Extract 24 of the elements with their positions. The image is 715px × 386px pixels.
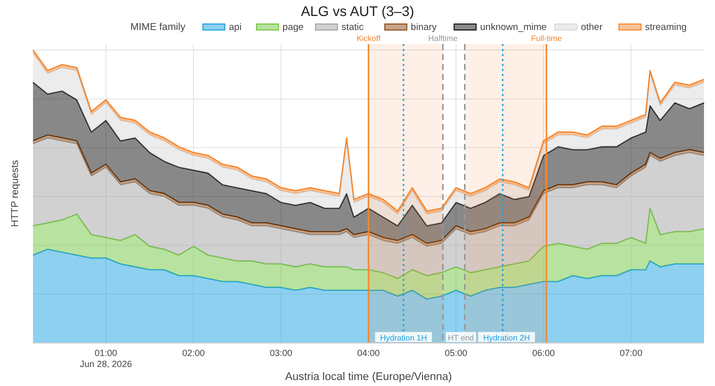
x-tick-label: 02:00	[182, 348, 205, 358]
x-tick-label: 07:00	[620, 348, 642, 358]
ref-line-label: HT end	[448, 334, 474, 342]
ref-line-label: Hydration 1H	[380, 334, 428, 342]
legend-label: other	[580, 22, 603, 33]
x-tick-label: 01:00 Jun 28, 2026	[80, 348, 132, 369]
legend-label: static	[341, 22, 364, 33]
legend-label: api	[228, 22, 242, 33]
x-tick-label: 04:00	[357, 348, 380, 358]
x-tick-label: 06:00	[532, 348, 555, 358]
ref-line-label: Hydration 2H	[483, 334, 530, 342]
ref-line-label: Kickoff	[356, 34, 382, 43]
x-tick-label: 05:00	[444, 348, 468, 358]
legend-label: page	[282, 22, 304, 33]
ref-line-label: Halftime	[428, 34, 458, 43]
legend-label: unknown_mime	[480, 22, 547, 33]
legend-title: MIME family	[130, 22, 186, 33]
y-axis-title: HTTP requests	[10, 160, 21, 228]
legend-label: streaming	[644, 22, 687, 33]
ref-line-label: Full-time	[531, 34, 562, 43]
x-tick-label: 03:00	[270, 348, 292, 358]
chart-title: ALG vs AUT (3–3)	[300, 3, 414, 19]
legend-label: binary	[410, 22, 437, 33]
x-axis-title: Austria local time (Europe/Vienna)	[285, 371, 452, 383]
